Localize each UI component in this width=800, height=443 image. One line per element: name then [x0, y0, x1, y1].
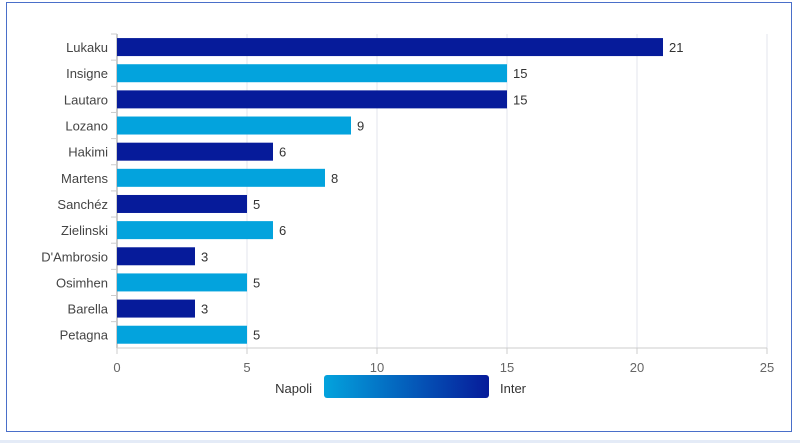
bar-lukaku — [117, 38, 663, 57]
bottom-divider — [0, 440, 800, 443]
value-label: 21 — [669, 40, 683, 55]
category-label: D'Ambrosio — [41, 249, 108, 264]
grid-lines — [111, 33, 768, 354]
bar-lozano — [117, 116, 351, 135]
value-label: 5 — [253, 328, 260, 343]
value-label: 9 — [357, 119, 364, 134]
bar-barella — [117, 299, 195, 318]
value-label: 5 — [253, 275, 260, 290]
legend-low-label: Napoli — [275, 381, 312, 396]
value-label: 5 — [253, 197, 260, 212]
x-tick-label: 15 — [500, 360, 514, 375]
x-tick-label: 20 — [630, 360, 644, 375]
value-label: 15 — [513, 92, 527, 107]
value-label: 6 — [279, 223, 286, 238]
bar-insigne — [117, 64, 507, 83]
value-label: 3 — [201, 302, 208, 317]
bar-d-ambrosio — [117, 247, 195, 266]
category-label: Zielinski — [61, 223, 108, 238]
category-label: Hakimi — [68, 145, 108, 160]
bar-osimhen — [117, 273, 247, 292]
category-label: Barella — [68, 302, 109, 317]
bars-group — [117, 38, 663, 344]
value-label: 8 — [331, 171, 338, 186]
category-label: Martens — [61, 171, 108, 186]
labels-group: 0 5 10 15 20 25 Lukaku 21 Insigne 15 Lautaro 15 Loza… — [41, 40, 774, 375]
bar-lautaro — [117, 90, 507, 109]
bar-martens — [117, 168, 325, 187]
category-label: Sanchéz — [57, 197, 108, 212]
category-label: Insigne — [66, 66, 108, 81]
bar-sanch-z — [117, 194, 247, 213]
legend: Napoli Inter — [275, 375, 527, 398]
category-label: Lukaku — [66, 40, 108, 55]
x-tick-label: 5 — [243, 360, 250, 375]
category-label: Lozano — [65, 119, 108, 134]
value-label: 6 — [279, 145, 286, 160]
legend-high-label: Inter — [500, 381, 527, 396]
category-label: Lautaro — [64, 92, 108, 107]
category-label: Osimhen — [56, 275, 108, 290]
value-label: 15 — [513, 66, 527, 81]
x-tick-label: 10 — [370, 360, 384, 375]
x-tick-label: 0 — [113, 360, 120, 375]
category-label: Petagna — [60, 328, 109, 343]
legend-gradient-bar — [324, 375, 489, 398]
bar-zielinski — [117, 221, 273, 240]
bar-hakimi — [117, 142, 273, 161]
x-tick-label: 25 — [760, 360, 774, 375]
bar-petagna — [117, 325, 247, 344]
value-label: 3 — [201, 249, 208, 264]
